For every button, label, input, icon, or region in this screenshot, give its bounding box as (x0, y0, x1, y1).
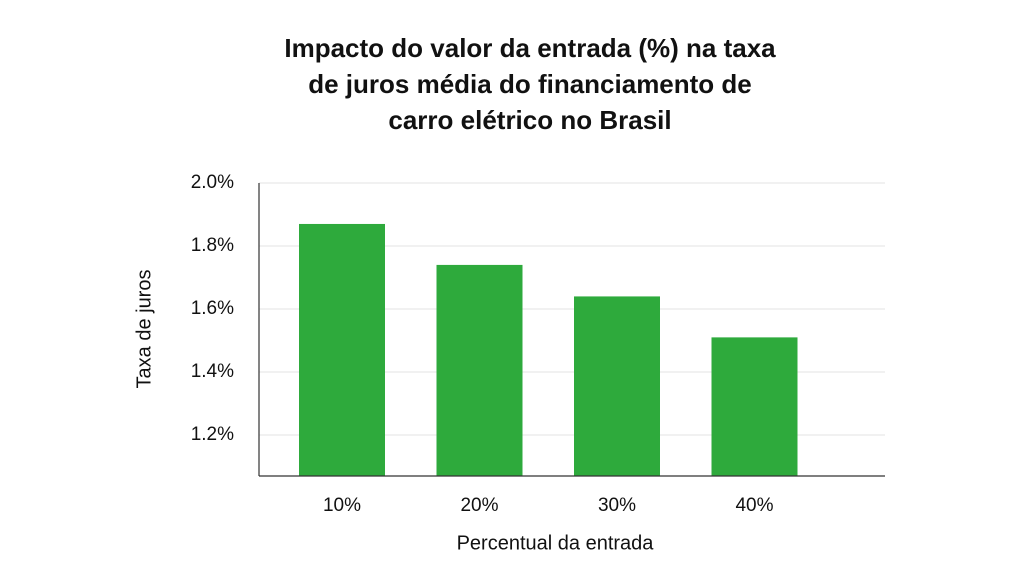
bar (711, 337, 798, 476)
x-tick-label: 30% (598, 495, 636, 516)
bar (574, 296, 660, 476)
y-tick-label: 1.4% (191, 361, 234, 382)
chart-title: Impacto do valor da entrada (%) na taxa (284, 33, 776, 63)
y-axis-label: Taxa de juros (133, 270, 155, 389)
y-tick-label: 1.2% (191, 424, 234, 445)
chart-title: de juros média do financiamento de (308, 69, 752, 99)
bar (299, 223, 385, 476)
chart-title: carro elétrico no Brasil (388, 105, 671, 135)
y-tick-label: 1.6% (191, 298, 234, 319)
x-tick-label: 20% (460, 495, 498, 516)
x-tick-label: 10% (323, 495, 361, 516)
bar (436, 264, 523, 476)
y-tick-label: 1.8% (191, 235, 234, 256)
x-tick-label: 40% (735, 495, 773, 516)
x-axis-label: Percentual da entrada (457, 532, 655, 554)
y-tick-label: 2.0% (191, 172, 234, 193)
